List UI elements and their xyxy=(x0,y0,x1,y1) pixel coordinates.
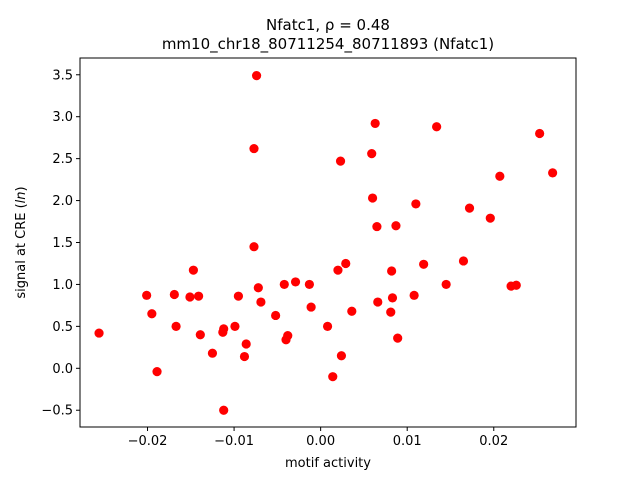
data-point xyxy=(290,277,301,287)
data-point xyxy=(367,193,378,203)
data-point xyxy=(147,309,157,319)
data-point xyxy=(511,280,521,290)
data-point xyxy=(391,221,401,231)
y-tick-label: 0.0 xyxy=(52,362,73,377)
data-point xyxy=(249,143,259,154)
data-point xyxy=(219,405,229,415)
data-point xyxy=(419,259,429,269)
data-point xyxy=(279,279,289,290)
data-point xyxy=(249,242,259,252)
y-tick-label: 1.0 xyxy=(52,278,73,293)
data-point xyxy=(335,156,346,166)
data-point xyxy=(271,310,281,321)
data-point xyxy=(304,279,314,290)
data-point xyxy=(336,351,347,361)
data-point xyxy=(328,372,338,382)
data-point xyxy=(241,339,251,349)
x-tick-label: 0.02 xyxy=(479,434,508,449)
data-point xyxy=(347,306,357,316)
data-point xyxy=(251,71,262,81)
data-point xyxy=(142,290,152,300)
data-point xyxy=(393,333,403,343)
data-point xyxy=(152,367,162,377)
data-point xyxy=(495,171,505,181)
x-tick-label: 0.01 xyxy=(393,434,422,449)
y-tick-label: 1.5 xyxy=(52,236,73,251)
x-axis-label: motif activity xyxy=(285,456,371,471)
data-point xyxy=(230,321,240,331)
axis-ticks: −0.02 −0.01 0.00 0.01 0.02 −0.5 0.0 0.5 1.0 1.5 2.… xyxy=(41,68,508,449)
data-point xyxy=(219,324,229,334)
data-point xyxy=(188,265,198,275)
data-point xyxy=(387,266,397,276)
data-point xyxy=(193,291,204,301)
data-point xyxy=(548,168,558,178)
y-axis-label: signal at CRE (ln) xyxy=(14,186,29,298)
data-point xyxy=(387,293,398,303)
y-tick-label: 0.5 xyxy=(52,320,73,335)
y-tick-label: 3.0 xyxy=(52,110,73,125)
data-point xyxy=(253,283,263,293)
y-tick-label: −0.5 xyxy=(41,404,73,419)
data-point xyxy=(386,307,396,317)
data-point xyxy=(372,221,382,232)
data-points xyxy=(94,71,558,415)
data-point xyxy=(409,290,419,300)
y-tick-label: 2.5 xyxy=(52,152,73,167)
data-point xyxy=(373,297,383,307)
data-point xyxy=(171,321,181,331)
plot-frame xyxy=(79,57,577,428)
data-point xyxy=(94,328,104,338)
chart-title-line1: Nfatc1, ρ = 0.48 xyxy=(266,16,390,34)
data-point xyxy=(207,348,218,358)
data-point xyxy=(370,118,380,129)
data-point xyxy=(239,351,250,362)
data-point xyxy=(535,128,545,139)
y-tick-label: 2.0 xyxy=(52,194,73,209)
chart-title-line2: mm10_chr18_80711254_80711893 (Nfatc1) xyxy=(162,35,494,54)
data-point xyxy=(367,149,377,159)
data-point xyxy=(458,256,469,266)
data-point xyxy=(169,289,179,300)
data-point xyxy=(283,330,293,341)
data-point xyxy=(306,302,316,312)
data-point xyxy=(464,203,475,213)
data-point xyxy=(322,321,333,331)
data-point xyxy=(333,265,343,275)
data-point xyxy=(432,122,442,132)
x-tick-label: 0.00 xyxy=(306,434,335,449)
x-tick-label: −0.01 xyxy=(214,434,254,449)
data-point xyxy=(441,279,451,290)
data-point xyxy=(185,292,195,302)
y-tick-label: 3.5 xyxy=(52,68,73,83)
data-point xyxy=(411,199,421,209)
data-point xyxy=(341,258,351,269)
data-point xyxy=(233,291,244,301)
data-point xyxy=(256,297,266,307)
x-tick-label: −0.02 xyxy=(128,434,168,449)
data-point xyxy=(485,213,495,223)
data-point xyxy=(195,330,205,340)
